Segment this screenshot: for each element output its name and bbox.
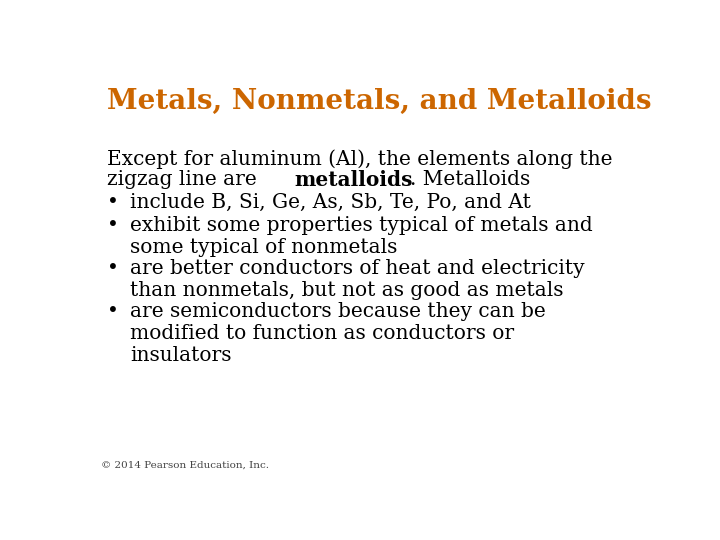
Text: . Metalloids: . Metalloids xyxy=(410,170,530,188)
Text: zigzag line are: zigzag line are xyxy=(107,170,264,188)
Text: •: • xyxy=(107,302,119,321)
Text: are better conductors of heat and electricity
than nonmetals, but not as good as: are better conductors of heat and electr… xyxy=(130,259,585,300)
Text: •: • xyxy=(107,193,119,212)
Text: •: • xyxy=(107,215,119,235)
Text: metalloids: metalloids xyxy=(294,170,413,190)
Text: are semiconductors because they can be
modified to function as conductors or
ins: are semiconductors because they can be m… xyxy=(130,302,546,365)
Text: © 2014 Pearson Education, Inc.: © 2014 Pearson Education, Inc. xyxy=(101,461,269,470)
Text: exhibit some properties typical of metals and
some typical of nonmetals: exhibit some properties typical of metal… xyxy=(130,215,593,256)
Text: Metals, Nonmetals, and Metalloids: Metals, Nonmetals, and Metalloids xyxy=(107,88,652,115)
Text: include B, Si, Ge, As, Sb, Te, Po, and At: include B, Si, Ge, As, Sb, Te, Po, and A… xyxy=(130,193,531,212)
Text: •: • xyxy=(107,259,119,278)
Text: Except for aluminum (Al), the elements along the: Except for aluminum (Al), the elements a… xyxy=(107,150,613,169)
